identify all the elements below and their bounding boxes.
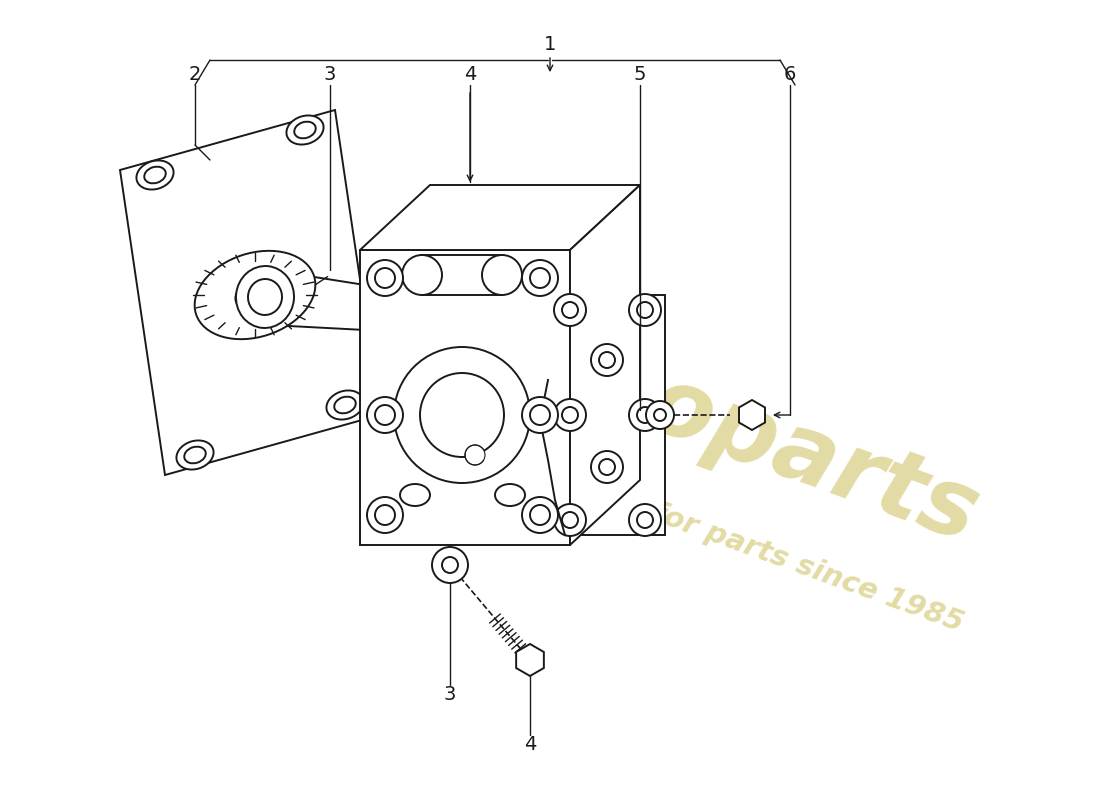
Circle shape	[554, 504, 586, 536]
Circle shape	[554, 294, 586, 326]
Circle shape	[402, 255, 442, 295]
Circle shape	[637, 302, 653, 318]
Circle shape	[562, 302, 578, 318]
Circle shape	[522, 397, 558, 433]
Circle shape	[629, 294, 661, 326]
Ellipse shape	[136, 161, 174, 190]
Circle shape	[591, 451, 623, 483]
Text: a passion for parts since 1985: a passion for parts since 1985	[493, 442, 968, 638]
Circle shape	[562, 407, 578, 423]
Circle shape	[591, 344, 623, 376]
Circle shape	[420, 373, 504, 457]
Ellipse shape	[495, 484, 525, 506]
Circle shape	[375, 505, 395, 525]
Circle shape	[600, 352, 615, 368]
Text: 3: 3	[323, 66, 337, 85]
Ellipse shape	[176, 441, 213, 470]
Polygon shape	[516, 644, 543, 676]
Circle shape	[554, 399, 586, 431]
Text: 1: 1	[543, 35, 557, 54]
Polygon shape	[270, 270, 365, 330]
Text: 4: 4	[524, 735, 536, 754]
Circle shape	[637, 407, 653, 423]
Circle shape	[375, 405, 395, 425]
Circle shape	[482, 255, 522, 295]
Circle shape	[530, 405, 550, 425]
Text: 3: 3	[443, 686, 456, 705]
Ellipse shape	[248, 279, 282, 315]
Ellipse shape	[185, 446, 206, 463]
Ellipse shape	[286, 115, 323, 145]
Circle shape	[562, 512, 578, 528]
Ellipse shape	[295, 122, 316, 138]
Circle shape	[629, 399, 661, 431]
Polygon shape	[120, 110, 380, 475]
Polygon shape	[360, 185, 640, 250]
Ellipse shape	[144, 166, 166, 183]
Circle shape	[646, 401, 674, 429]
Circle shape	[432, 547, 468, 583]
Ellipse shape	[195, 251, 316, 339]
Ellipse shape	[400, 484, 430, 506]
Text: europarts: europarts	[469, 298, 991, 562]
Circle shape	[367, 260, 403, 296]
Ellipse shape	[235, 281, 275, 310]
Polygon shape	[422, 255, 502, 295]
Circle shape	[522, 260, 558, 296]
Ellipse shape	[334, 397, 355, 414]
Polygon shape	[550, 295, 666, 535]
Circle shape	[442, 557, 458, 573]
Circle shape	[375, 268, 395, 288]
Ellipse shape	[327, 390, 364, 419]
Ellipse shape	[236, 266, 294, 328]
Circle shape	[522, 497, 558, 533]
Circle shape	[629, 504, 661, 536]
Circle shape	[600, 459, 615, 475]
Circle shape	[530, 505, 550, 525]
Circle shape	[367, 397, 403, 433]
Text: 6: 6	[784, 66, 796, 85]
Circle shape	[654, 409, 666, 421]
Polygon shape	[739, 400, 764, 430]
Circle shape	[530, 268, 550, 288]
Text: 2: 2	[189, 66, 201, 85]
Polygon shape	[360, 250, 570, 545]
Polygon shape	[570, 185, 640, 545]
Circle shape	[367, 497, 403, 533]
Circle shape	[637, 512, 653, 528]
Text: 4: 4	[464, 66, 476, 85]
Text: 5: 5	[634, 66, 647, 85]
Circle shape	[465, 445, 485, 465]
Circle shape	[394, 347, 530, 483]
